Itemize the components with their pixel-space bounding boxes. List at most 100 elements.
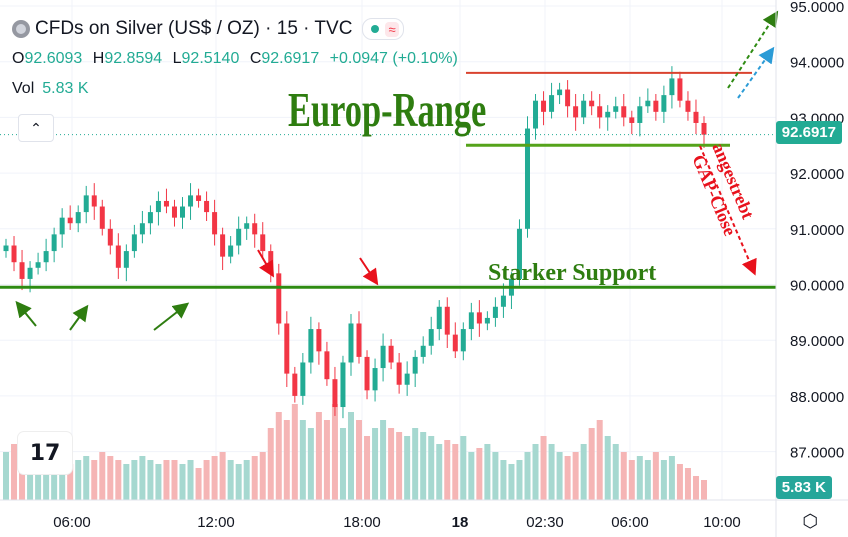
support-touch-arrow (153, 302, 190, 331)
candle-body (589, 100, 595, 107)
symbol-title: CFDs on Silver (US$ / OZ) · 15 · TVC (35, 18, 353, 39)
volume-bar (380, 420, 387, 500)
price-tick-label: 92.0000 (790, 166, 844, 183)
candle-body (19, 262, 25, 279)
candle-body (516, 228, 522, 279)
candle-body (645, 100, 651, 107)
volume-bar (460, 436, 467, 500)
volume-bar (628, 460, 635, 500)
volume-bar (115, 460, 122, 500)
volume-bar (107, 456, 114, 500)
candle-body (204, 200, 210, 213)
volume-bar (476, 448, 483, 500)
candle-body (260, 234, 266, 252)
candle-body (549, 95, 555, 112)
volume-bars (3, 404, 707, 500)
volume-bar (684, 468, 691, 500)
volume-bar (219, 452, 226, 500)
candle-body (244, 223, 250, 229)
ohlc-legend: O92.6093 H92.8594 L92.5140 C92.6917 +0.0… (12, 50, 464, 68)
candle-body (500, 295, 506, 307)
settings-icon[interactable]: ⬡ (802, 511, 818, 531)
candle-body (3, 245, 9, 252)
candle-body (131, 234, 137, 252)
time-tick-label: 18 (452, 514, 469, 531)
time-tick-label: 06:00 (53, 514, 91, 531)
volume-bar (339, 428, 346, 500)
volume-bar (676, 464, 683, 500)
candle-body (533, 100, 539, 129)
volume-bar (412, 428, 419, 500)
volume-bar (420, 432, 427, 500)
price-tick-label: 94.0000 (790, 55, 844, 72)
grid-lines (0, 0, 776, 500)
close-value: 92.6917 (261, 50, 320, 67)
candle-body (396, 362, 402, 385)
volume-badge: 5.83 K (775, 476, 832, 499)
price-tick-label: 89.0000 (790, 333, 844, 350)
candle-body (171, 206, 177, 218)
candle-body (292, 373, 298, 396)
volume-bar (396, 432, 403, 500)
tradingview-logo[interactable]: 17 (18, 432, 72, 474)
price-tick-label: 91.0000 (790, 222, 844, 239)
volume-bar (572, 452, 579, 500)
candle-body (581, 100, 587, 118)
volume-bar (532, 444, 539, 500)
high-value: 92.8594 (104, 50, 163, 67)
volume-legend: Vol 5.83 K (12, 80, 89, 98)
volume-bar (612, 444, 619, 500)
time-tick-label: 18:00 (343, 514, 381, 531)
time-tick-label: 02:30 (526, 514, 564, 531)
volume-bar (67, 464, 74, 500)
candle-body (332, 379, 338, 408)
volume-bar (43, 456, 50, 500)
volume-bar (500, 460, 507, 500)
collapse-legend-button[interactable]: ⌃ (18, 114, 54, 142)
resistance-test-arrow (257, 249, 275, 278)
candle-body (557, 89, 563, 96)
market-open-dot-icon (371, 25, 380, 33)
time-axis: 06:00 12:00 18:00 18 02:30 06:00 10:00 (0, 499, 848, 531)
volume-bar (556, 452, 563, 500)
symbol-header[interactable]: CFDs on Silver (US$ / OZ) · 15 · TVC ≈ (12, 18, 404, 40)
candle-body (348, 323, 354, 363)
volume-bar (179, 464, 186, 500)
market-status-pill[interactable]: ≈ (362, 18, 404, 40)
candle-body (27, 267, 33, 279)
wave-icon: ≈ (385, 21, 399, 37)
support-annotation: Starker Support (488, 260, 656, 286)
candle-body (163, 200, 169, 207)
candlestick-series (3, 66, 707, 419)
candle-body (188, 195, 194, 207)
candle-body (492, 306, 498, 318)
volume-bar (307, 428, 314, 500)
volume-bar (147, 460, 154, 500)
candle-body (340, 362, 346, 408)
volume-bar (668, 456, 675, 500)
support-touch-arrow (69, 304, 89, 331)
volume-bar (203, 460, 210, 500)
candle-body (91, 195, 97, 207)
candle-body (436, 306, 442, 330)
volume-bar (123, 464, 130, 500)
candle-body (356, 323, 362, 357)
time-tick-label: 10:00 (703, 514, 741, 531)
candle-body (107, 228, 113, 246)
volume-bar (131, 460, 138, 500)
candle-body (180, 206, 186, 218)
volume-bar (492, 452, 499, 500)
candle-body (196, 195, 202, 201)
time-tick-label: 12:00 (197, 514, 235, 531)
change-value: +0.0947 (+0.10%) (329, 50, 458, 67)
volume-bar (452, 444, 459, 500)
candle-body (35, 262, 41, 268)
candle-body (139, 223, 145, 235)
volume-bar (564, 456, 571, 500)
volume-bar (299, 420, 306, 500)
candle-body (653, 100, 659, 112)
volume-bar (83, 456, 90, 500)
volume-bar (211, 456, 218, 500)
logo-text: 17 (29, 440, 61, 466)
